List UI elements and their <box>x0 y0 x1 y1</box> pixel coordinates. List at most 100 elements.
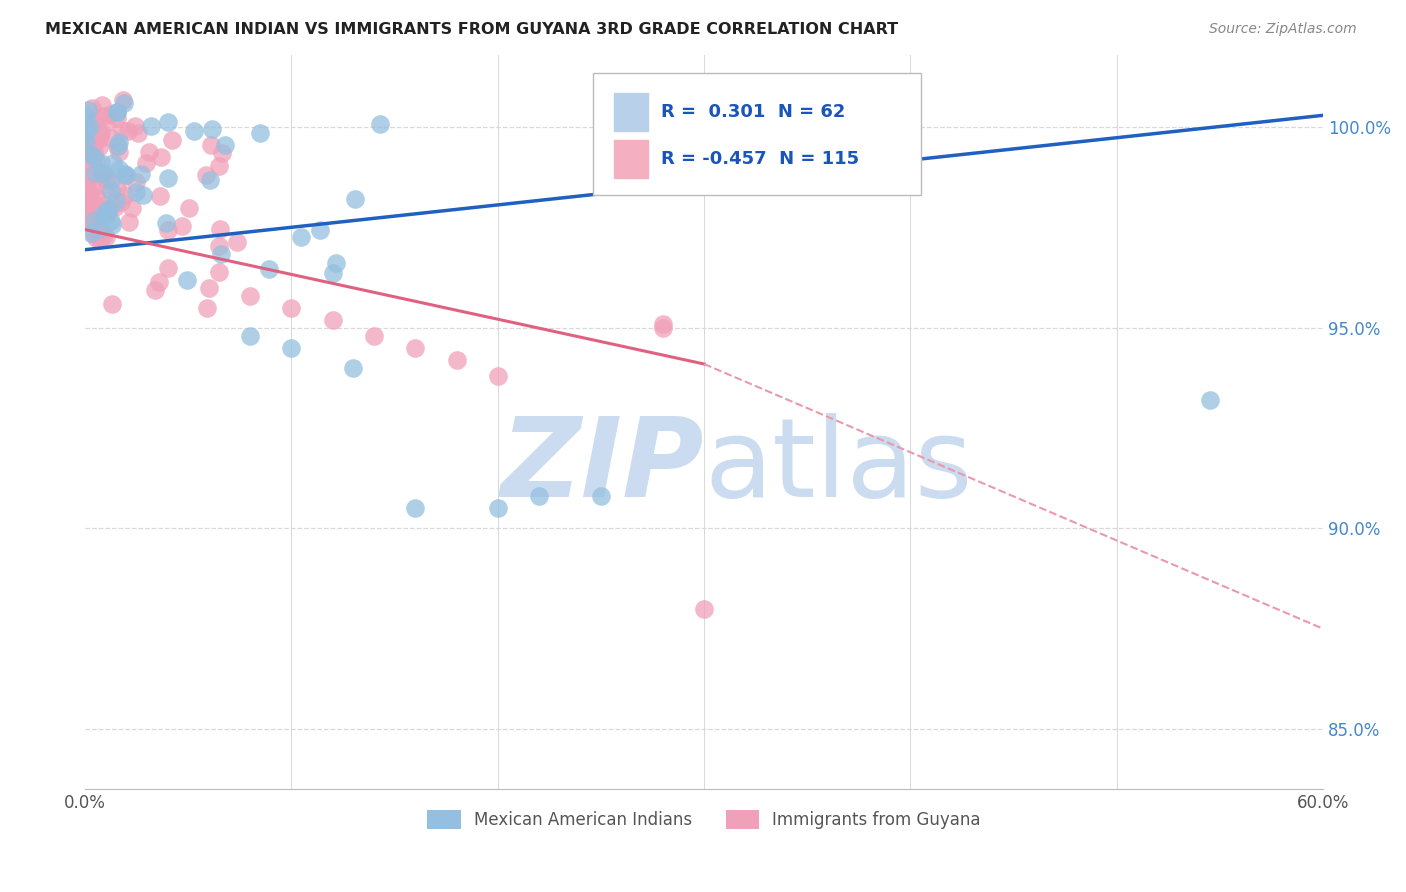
Point <box>280 301 302 315</box>
Point <box>80 227 103 241</box>
Point <box>172 219 194 233</box>
Point <box>80 202 103 216</box>
Point <box>239 329 262 343</box>
Point <box>79 146 101 161</box>
Point <box>90 156 112 170</box>
Point <box>100 219 122 233</box>
Point <box>239 289 262 303</box>
Point <box>96 180 118 194</box>
Point <box>83 212 105 227</box>
Point <box>82 101 104 115</box>
Point <box>527 489 550 503</box>
Point <box>108 136 131 150</box>
Point <box>107 104 129 119</box>
Point <box>124 120 146 134</box>
Point <box>89 233 111 247</box>
Point <box>107 145 129 160</box>
Point <box>112 93 135 107</box>
Point <box>93 109 115 123</box>
Point <box>108 161 131 176</box>
Point <box>105 111 128 125</box>
Point <box>486 369 509 384</box>
Point <box>83 166 105 180</box>
Point <box>84 190 107 204</box>
Point <box>97 204 120 219</box>
Legend: Mexican American Indians, Immigrants from Guyana: Mexican American Indians, Immigrants fro… <box>420 804 987 836</box>
Point <box>651 321 673 335</box>
Point <box>82 202 104 216</box>
Point <box>96 205 118 219</box>
FancyBboxPatch shape <box>593 73 921 194</box>
Point <box>77 103 100 117</box>
Point <box>83 227 105 241</box>
Point <box>308 223 330 237</box>
Point <box>104 200 127 214</box>
Point <box>79 131 101 145</box>
Point <box>75 209 97 223</box>
Point <box>100 184 122 198</box>
Point <box>86 121 108 136</box>
Point <box>208 221 231 235</box>
Point <box>156 171 179 186</box>
Point <box>89 140 111 154</box>
Point <box>77 196 100 211</box>
Point <box>693 601 716 615</box>
Point <box>75 135 97 149</box>
Point <box>77 140 100 154</box>
Point <box>90 166 112 180</box>
Point <box>75 211 97 226</box>
Point <box>83 205 105 219</box>
Point <box>342 361 364 376</box>
Point <box>93 207 115 221</box>
Point <box>75 124 97 138</box>
Point <box>97 202 120 217</box>
Point <box>107 138 129 153</box>
Point <box>208 265 231 279</box>
Point <box>114 169 136 184</box>
Point <box>93 172 115 186</box>
Point <box>363 329 385 343</box>
Point <box>91 98 114 112</box>
Text: MEXICAN AMERICAN INDIAN VS IMMIGRANTS FROM GUYANA 3RD GRADE CORRELATION CHART: MEXICAN AMERICAN INDIAN VS IMMIGRANTS FR… <box>45 22 898 37</box>
Point <box>110 194 132 209</box>
Point <box>75 123 97 137</box>
Point <box>325 256 347 270</box>
Point <box>83 216 105 230</box>
Point <box>77 179 100 194</box>
Point <box>100 107 122 121</box>
Point <box>143 283 166 297</box>
Point <box>75 204 97 219</box>
Point <box>91 223 114 237</box>
Point <box>90 126 112 140</box>
Point <box>117 124 139 138</box>
Point <box>100 172 122 186</box>
Point <box>138 145 160 159</box>
Point <box>89 222 111 236</box>
Point <box>100 131 122 145</box>
Point <box>112 96 135 111</box>
Point <box>84 179 107 194</box>
Point <box>94 230 117 244</box>
Point <box>132 188 155 202</box>
Text: atlas: atlas <box>704 413 973 520</box>
Point <box>100 297 122 311</box>
Point <box>125 175 148 189</box>
Point <box>322 313 344 327</box>
Point <box>589 489 612 503</box>
Point <box>93 167 115 181</box>
Point <box>290 230 312 244</box>
Point <box>98 201 121 215</box>
Point <box>75 109 97 123</box>
Point <box>75 179 97 194</box>
Point <box>105 182 128 196</box>
Point <box>157 223 180 237</box>
Point <box>200 137 222 152</box>
Point <box>125 185 148 199</box>
Point <box>105 194 128 208</box>
Point <box>177 201 200 215</box>
Point <box>79 120 101 135</box>
Bar <box>614 93 648 131</box>
Point <box>194 168 217 182</box>
Text: ZIP: ZIP <box>501 413 704 520</box>
Point <box>226 235 249 250</box>
